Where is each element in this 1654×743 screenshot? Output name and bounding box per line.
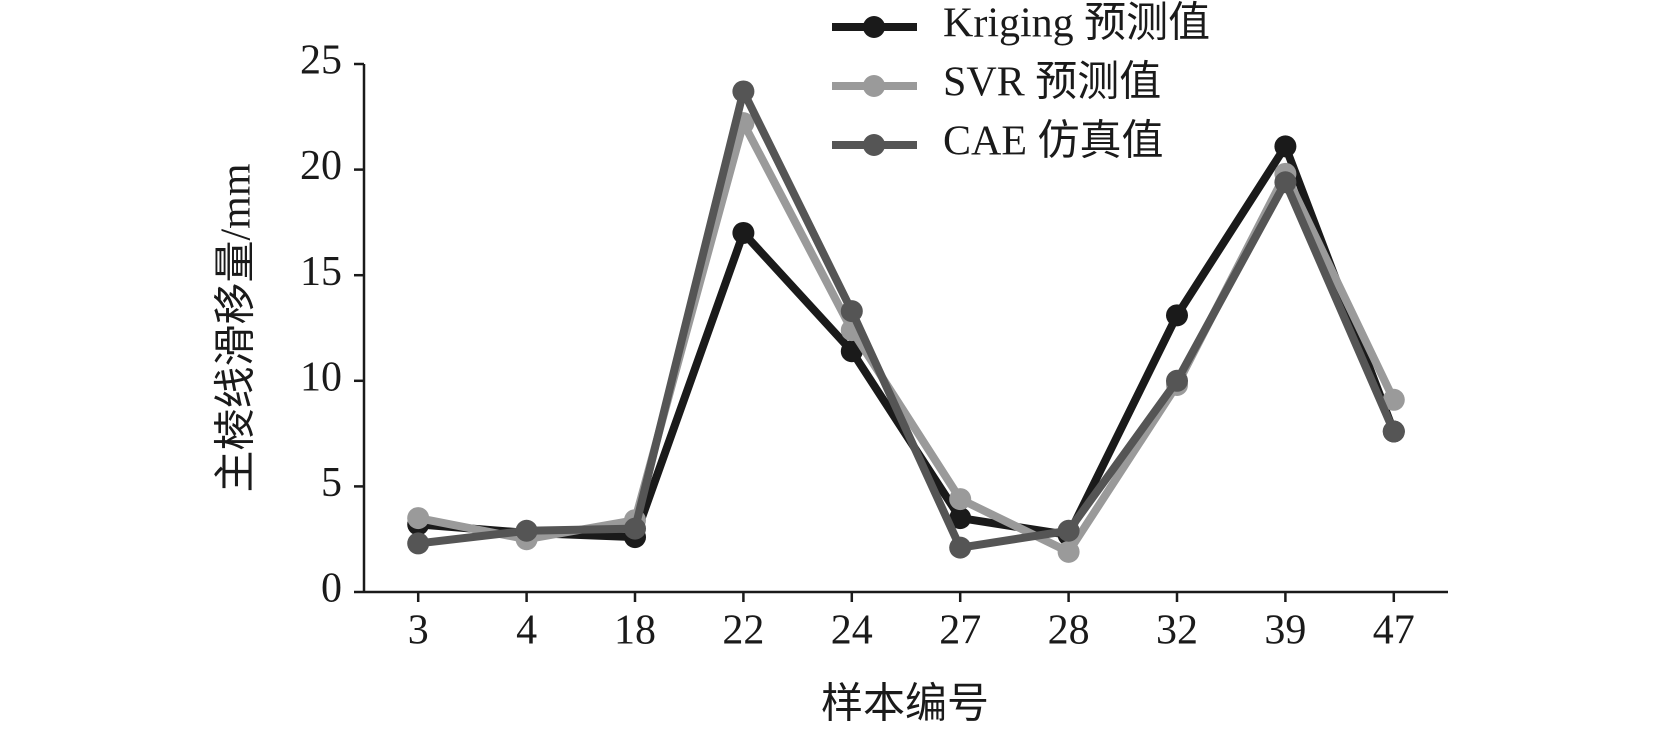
y-axis-label: 主棱线滑移量/mm	[214, 163, 260, 492]
y-tick-label: 25	[300, 38, 342, 84]
y-tick-label: 0	[321, 566, 342, 612]
legend-marker	[863, 75, 885, 97]
legend-label: Kriging 预测值	[943, 1, 1210, 47]
data-point	[1166, 369, 1188, 392]
legend-label: SVR 预测值	[943, 60, 1161, 106]
y-tick-label: 20	[300, 143, 342, 189]
x-tick-label: 39	[1264, 608, 1306, 654]
x-tick-label: 28	[1048, 608, 1090, 654]
data-point	[732, 80, 755, 103]
data-point	[1057, 519, 1080, 542]
data-point	[1166, 304, 1188, 327]
x-axis-label: 样本编号	[821, 682, 989, 728]
data-point	[1057, 540, 1080, 563]
data-point	[1274, 135, 1297, 158]
data-point	[1382, 388, 1405, 411]
x-tick-label: 4	[516, 608, 537, 654]
x-tick-label: 24	[831, 608, 873, 654]
data-point	[515, 519, 538, 542]
data-point	[1382, 420, 1405, 443]
data-point	[1274, 171, 1297, 194]
y-tick-label: 10	[300, 354, 342, 400]
x-tick-label: 27	[939, 608, 981, 654]
data-point	[407, 532, 430, 555]
legend-label: CAE 仿真值	[943, 119, 1164, 165]
data-point	[624, 517, 646, 540]
legend-marker	[863, 16, 885, 38]
series-line	[417, 87, 1398, 552]
data-point	[949, 536, 972, 559]
legend-marker	[863, 134, 885, 156]
x-tick-label: 47	[1373, 608, 1415, 654]
series-line	[417, 142, 1398, 542]
y-tick-label: 5	[321, 460, 342, 506]
x-tick-label: 3	[408, 608, 429, 654]
data-point	[840, 300, 863, 323]
data-point	[949, 507, 972, 530]
x-tick-label: 22	[722, 608, 764, 654]
x-tick-label: 18	[614, 608, 656, 654]
data-point	[407, 507, 430, 530]
x-tick-label: 32	[1156, 608, 1198, 654]
series-line	[417, 119, 1398, 556]
y-tick-label: 15	[300, 249, 342, 295]
data-point	[732, 221, 755, 244]
data-point	[949, 488, 972, 511]
